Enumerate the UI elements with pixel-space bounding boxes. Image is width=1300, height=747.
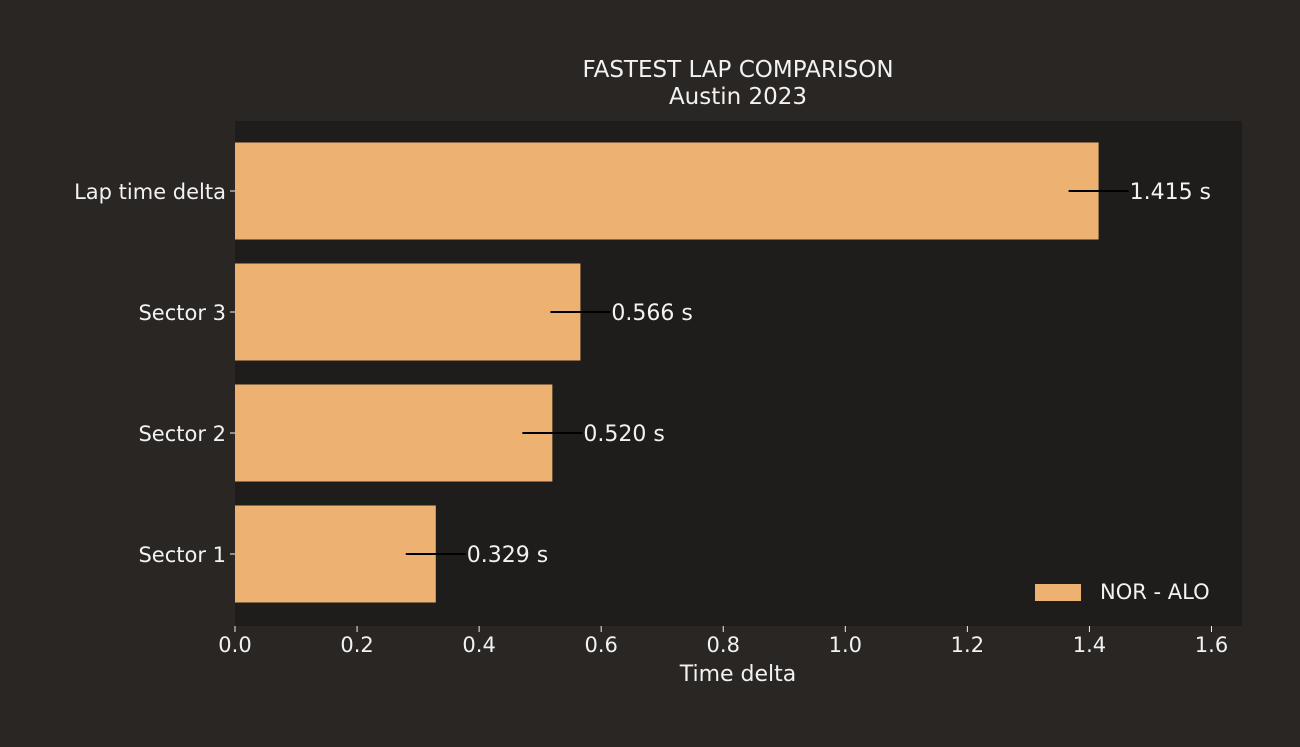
- y-axis: Lap time delta Sector 3 Sector 2 Sector 1: [74, 180, 235, 567]
- bar: [235, 384, 553, 482]
- bar-value-label: 1.415 s: [1130, 180, 1211, 205]
- bar-value-label: 0.329 s: [467, 543, 548, 568]
- x-tick-label: 0.2: [340, 633, 373, 657]
- legend-label: NOR - ALO: [1100, 580, 1210, 604]
- x-tick-label: 1.6: [1195, 633, 1228, 657]
- bar-value-label: 0.520 s: [583, 422, 664, 447]
- bar-value-label: 0.566 s: [611, 301, 692, 326]
- x-axis: 0.0 0.2 0.4 0.6 0.8 1.0 1.2 1.4 1.6: [218, 626, 1228, 657]
- bars-layer: 1.415 s 0.566 s 0.520 s 0.329 s: [235, 142, 1211, 603]
- y-tick-label: Sector 2: [138, 422, 226, 446]
- y-tick-label: Lap time delta: [74, 180, 226, 204]
- chart-subtitle: Austin 2023: [669, 84, 807, 110]
- bar: [235, 505, 436, 603]
- x-tick-label: 0.8: [707, 633, 740, 657]
- y-tick-label: Sector 3: [138, 301, 226, 325]
- x-tick-label: 0.6: [584, 633, 617, 657]
- x-tick-label: 0.4: [462, 633, 495, 657]
- x-tick-label: 1.0: [829, 633, 862, 657]
- bar: [235, 263, 581, 361]
- legend: NOR - ALO: [1035, 580, 1210, 604]
- bar: [235, 142, 1099, 240]
- legend-swatch: [1035, 584, 1081, 601]
- x-tick-label: 0.0: [218, 633, 251, 657]
- chart-title: FASTEST LAP COMPARISON: [582, 57, 893, 83]
- x-tick-label: 1.2: [951, 633, 984, 657]
- x-axis-label: Time delta: [679, 662, 797, 687]
- x-tick-label: 1.4: [1073, 633, 1106, 657]
- y-tick-label: Sector 1: [138, 543, 226, 567]
